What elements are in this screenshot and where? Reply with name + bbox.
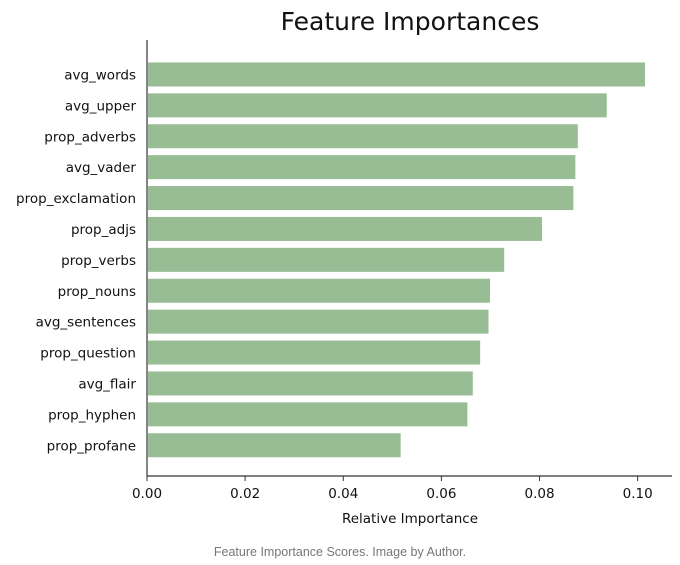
x-tick-label: 0.08	[524, 486, 554, 502]
bar-prop_adjs	[148, 216, 542, 241]
category-label-avg_vader: avg_vader	[66, 160, 137, 176]
bar-prop_profane	[148, 433, 401, 458]
bar-prop_nouns	[148, 278, 490, 303]
bar-avg_sentences	[148, 309, 489, 334]
x-ticks: 0.00 0.02 0.04 0.06 0.08 0.10	[132, 476, 653, 502]
chart-title: Feature Importances	[281, 7, 540, 36]
bar-prop_hyphen	[148, 402, 468, 427]
x-tick-label: 0.04	[328, 486, 358, 502]
category-label-prop_nouns: prop_nouns	[58, 284, 136, 300]
category-label-prop_adverbs: prop_adverbs	[44, 129, 136, 145]
x-tick-label: 0.10	[623, 486, 653, 502]
category-label-prop_verbs: prop_verbs	[61, 253, 136, 269]
category-label-avg_flair: avg_flair	[78, 376, 136, 392]
category-labels: avg_words avg_upper prop_adverbs avg_vaderp…	[16, 67, 136, 454]
x-axis-label: Relative Importance	[342, 511, 478, 527]
bar-prop_adverbs	[148, 124, 578, 149]
category-label-prop_hyphen: prop_hyphen	[48, 407, 136, 423]
bar-prop_question	[148, 340, 481, 365]
category-label-prop_exclamation: prop_exclamation	[16, 191, 136, 207]
x-tick-label: 0.02	[230, 486, 260, 502]
bar-prop_verbs	[148, 247, 505, 272]
bar-avg_vader	[148, 155, 576, 180]
x-tick-label: 0.00	[132, 486, 162, 502]
bar-avg_flair	[148, 371, 473, 396]
category-label-avg_words: avg_words	[64, 67, 136, 83]
bar-prop_exclamation	[148, 186, 574, 211]
figure-caption: Feature Importance Scores. Image by Auth…	[213, 545, 467, 559]
feature-importance-chart: Feature Importances avg_words avg_upperpr…	[16, 7, 672, 527]
bar-avg_upper	[148, 93, 607, 118]
x-tick-label: 0.06	[426, 486, 456, 502]
bars-group	[148, 62, 646, 458]
category-label-avg_upper: avg_upper	[65, 98, 137, 114]
category-label-prop_question: prop_question	[40, 346, 136, 362]
category-label-prop_profane: prop_profane	[47, 438, 136, 454]
bar-avg_words	[148, 62, 646, 87]
category-label-avg_sentences: avg_sentences	[36, 315, 136, 331]
category-label-prop_adjs: prop_adjs	[71, 222, 136, 238]
